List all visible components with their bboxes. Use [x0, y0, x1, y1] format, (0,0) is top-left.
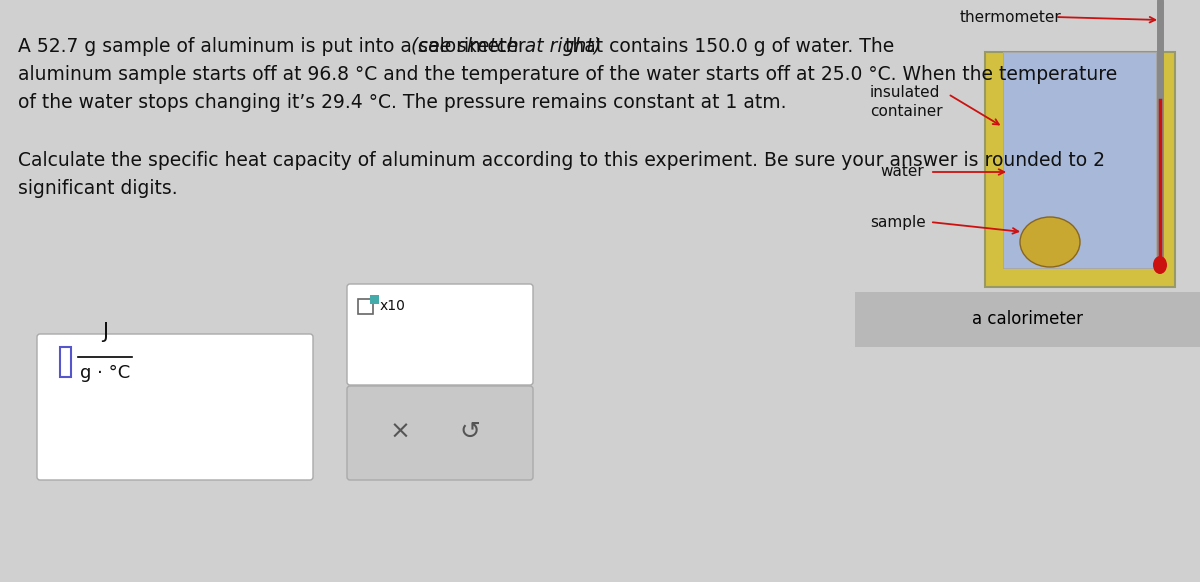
Text: insulated
container: insulated container [870, 85, 943, 119]
FancyBboxPatch shape [347, 386, 533, 480]
FancyBboxPatch shape [37, 334, 313, 480]
Text: that contains 150.0 g of water. The: that contains 150.0 g of water. The [559, 37, 894, 56]
Text: aluminum sample starts off at 96.8 °C and the temperature of the water starts of: aluminum sample starts off at 96.8 °C an… [18, 65, 1117, 84]
Ellipse shape [1020, 217, 1080, 267]
Ellipse shape [1153, 256, 1166, 274]
Bar [985, 52, 1175, 287]
Text: water: water [880, 165, 924, 179]
Text: x10: x10 [380, 299, 406, 313]
Text: a calorimeter: a calorimeter [972, 311, 1084, 328]
Text: ×: × [390, 420, 410, 444]
Bar [370, 295, 379, 304]
Text: thermometer: thermometer [960, 9, 1062, 24]
Bar [60, 347, 71, 377]
Text: J: J [102, 322, 108, 342]
Bar [1004, 53, 1156, 268]
Bar [358, 299, 373, 314]
FancyBboxPatch shape [347, 284, 533, 385]
Text: significant digits.: significant digits. [18, 179, 178, 198]
Text: g · °C: g · °C [80, 364, 130, 382]
Text: ↺: ↺ [460, 420, 480, 444]
Bar [1003, 52, 1157, 269]
Text: of the water stops changing it’s 29.4 °C. The pressure remains constant at 1 atm: of the water stops changing it’s 29.4 °C… [18, 93, 786, 112]
Text: A 52.7 g sample of aluminum is put into a calorimeter: A 52.7 g sample of aluminum is put into … [18, 37, 532, 56]
Text: (see sketch at right): (see sketch at right) [410, 37, 601, 56]
Text: Calculate the specific heat capacity of aluminum according to this experiment. B: Calculate the specific heat capacity of … [18, 151, 1105, 170]
Text: sample: sample [870, 215, 925, 229]
Bar [854, 292, 1200, 347]
